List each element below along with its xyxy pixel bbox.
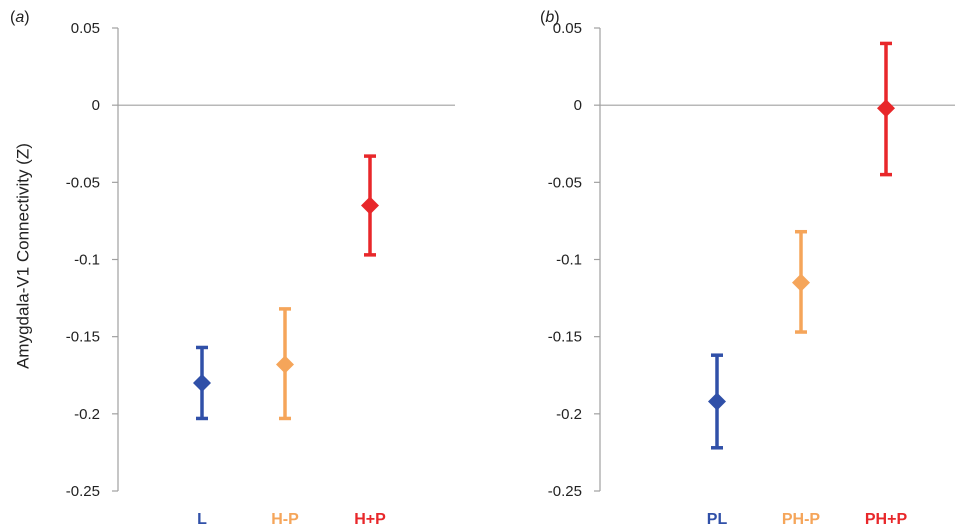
y-tick-label: 0.05 bbox=[553, 20, 582, 37]
data-point-PL bbox=[708, 353, 726, 450]
data-point-H+P bbox=[361, 154, 379, 257]
y-tick-label: -0.2 bbox=[556, 406, 582, 423]
data-point-H-P bbox=[276, 307, 294, 421]
panel-label: (b) bbox=[540, 9, 560, 26]
y-axis-title: Amygdala-V1 Connectivity (Z) bbox=[13, 143, 32, 369]
category-label: L bbox=[197, 511, 207, 528]
y-tick-label: -0.15 bbox=[548, 329, 582, 346]
diamond-marker bbox=[708, 392, 726, 411]
panel-a: (a) 0.05 0 -0.05 -0.1 -0.15 -0.2 -0.25 L H-P H+P bbox=[10, 9, 455, 528]
y-tick-label: -0.05 bbox=[66, 174, 100, 191]
diamond-marker bbox=[193, 373, 211, 392]
y-tick-label: 0 bbox=[574, 97, 582, 114]
category-label: PH+P bbox=[865, 511, 908, 528]
category-label: H+P bbox=[354, 511, 386, 528]
y-tick-label: -0.25 bbox=[66, 483, 100, 500]
category-label: PH-P bbox=[782, 511, 821, 528]
y-tick-label: -0.25 bbox=[548, 483, 582, 500]
diamond-marker bbox=[877, 99, 895, 118]
diamond-marker bbox=[276, 355, 294, 374]
y-tick-label: 0.05 bbox=[71, 20, 100, 37]
category-label: PL bbox=[707, 511, 728, 528]
category-label: H-P bbox=[271, 511, 299, 528]
data-point-PH+P bbox=[877, 41, 895, 177]
panel-b: (b)0.05 0 -0.05 -0.1 -0.15 -0.2 -0.25 PL PH-P PH+… bbox=[540, 9, 955, 528]
diamond-marker bbox=[792, 273, 810, 292]
y-tick-label: -0.2 bbox=[74, 406, 100, 423]
y-tick-label: -0.1 bbox=[74, 252, 100, 269]
y-tick-label: 0 bbox=[92, 97, 100, 114]
y-tick-label: -0.15 bbox=[66, 329, 100, 346]
panel-label: (a) bbox=[10, 9, 30, 26]
y-tick-label: -0.05 bbox=[548, 174, 582, 191]
diamond-marker bbox=[361, 196, 379, 215]
data-point-L bbox=[193, 345, 211, 421]
data-point-PH-P bbox=[792, 229, 810, 334]
y-tick-label: -0.1 bbox=[556, 252, 582, 269]
